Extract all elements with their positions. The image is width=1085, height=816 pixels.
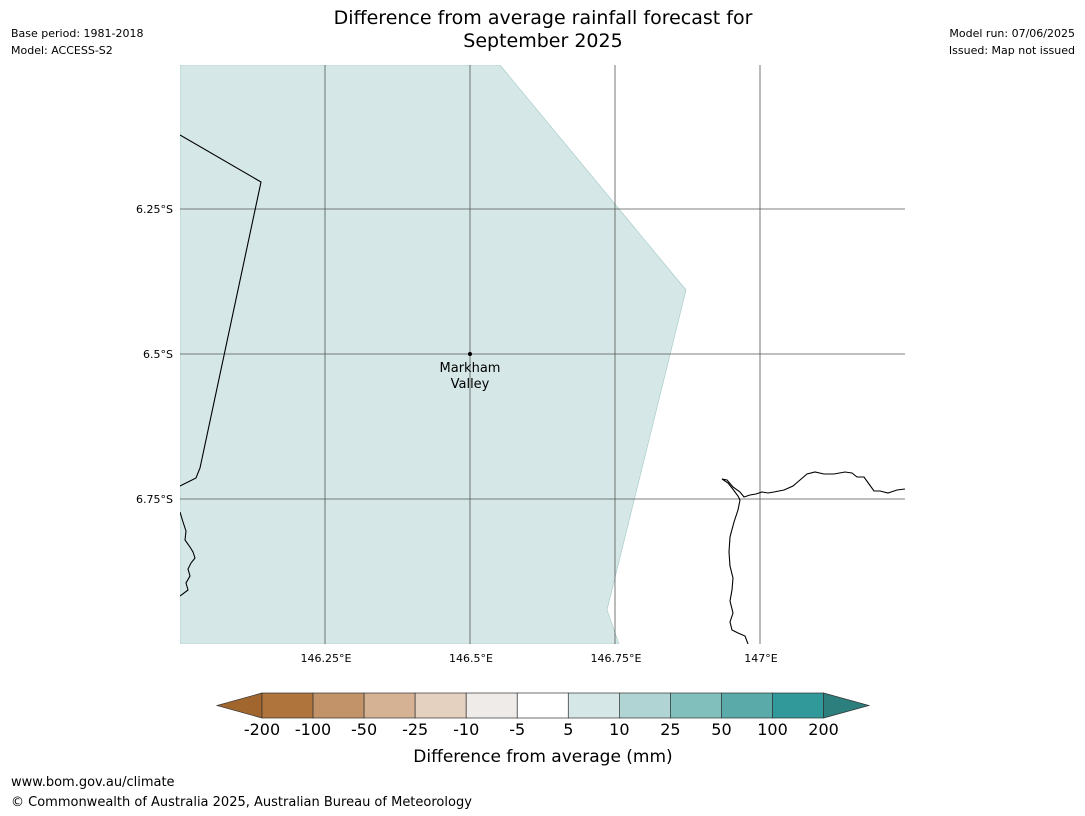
colorbar-extend-high [823,692,871,719]
lat-label-6-75: 6.75°S [136,493,173,506]
colorbar-extend-low [215,692,263,719]
colorbar-segment [414,692,467,719]
base-period-text: Base period: 1981-2018 [11,27,144,40]
lat-label-6-5: 6.5°S [143,348,173,361]
issued-text: Issued: Map not issued [948,44,1075,57]
map-metadata-right: Model run: 07/06/2025 Issued: Map not is… [949,25,1075,59]
colorbar-segment [772,692,824,719]
place-label-line1: Markham [440,361,501,376]
boundaries [180,134,905,644]
colorbar-title: Difference from average (mm) [413,747,672,767]
map-title: Difference from average rainfall forecas… [243,7,843,53]
coastline-southwest [180,511,196,597]
colorbar-segment [465,692,518,719]
colorbar-segment [721,692,773,719]
colorbar-tick-label: -50 [351,720,377,739]
colorbar-tick-label: -200 [244,720,280,739]
model-run-text: Model run: 07/06/2025 [949,27,1075,40]
lon-label-146-25: 146.25°E [301,652,352,665]
colorbar-segment [312,692,365,719]
lon-label-146-75: 146.75°E [591,652,642,665]
map-metadata-left: Base period: 1981-2018 Model: ACCESS-S2 [11,25,143,59]
model-text: Model: ACCESS-S2 [11,44,113,57]
colorbar-tick-label: 10 [609,720,629,739]
place-label-line2: Valley [451,377,490,392]
colorbar-segment [516,692,569,719]
colorbar-tick-label: 50 [711,720,731,739]
coastline-east [721,471,905,644]
map-title-line1: Difference from average rainfall forecas… [333,7,753,29]
map-title-line2: September 2025 [463,30,623,52]
colorbar-segment [618,692,671,719]
colorbar-tick-label: 200 [808,720,839,739]
colorbar-segment [261,692,314,719]
colorbar-segment [567,692,620,719]
latitude-labels: 6.25°S 6.5°S 6.75°S [136,203,173,506]
colorbar-tick-label: -25 [402,720,428,739]
colorbar-tick-label: -100 [295,720,331,739]
colorbar-tick-label: -10 [453,720,479,739]
copyright-notice: © Commonwealth of Australia 2025, Austra… [11,795,472,810]
colorbar-legend: -200 -100 -50 -25 -10 -5 5 10 25 50 100 200 [215,692,871,739]
longitude-labels: 146.25°E 146.5°E 146.75°E 147°E [301,652,778,665]
colorbar-tick-label: 5 [563,720,573,739]
lon-label-147: 147°E [744,652,777,665]
lon-label-146-5: 146.5°E [449,652,493,665]
colorbar-segment [670,692,722,719]
border-line-west [180,134,262,487]
lat-label-6-25: 6.25°S [136,203,173,216]
colorbar-tick-label: 100 [757,720,788,739]
map-panel: Markham Valley [180,65,905,644]
colorbar-tick-label: -5 [509,720,525,739]
markham-valley-marker[interactable] [468,352,472,356]
colorbar-tick-label: 25 [660,720,680,739]
colorbar-segment [363,692,416,719]
bom-website-link[interactable]: www.bom.gov.au/climate [11,775,175,790]
